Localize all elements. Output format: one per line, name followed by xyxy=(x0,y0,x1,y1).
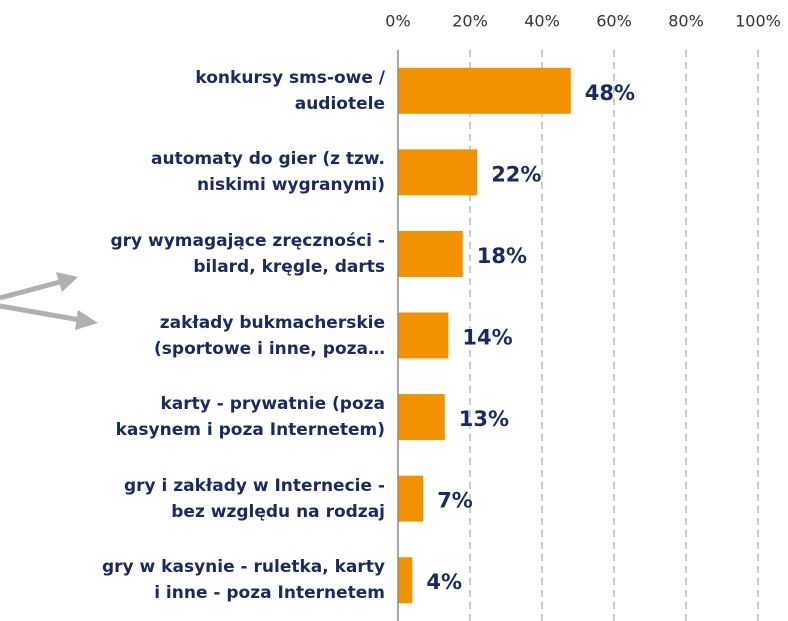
category-label: zakłady bukmacherskie (sportowe i inne, … xyxy=(154,312,385,359)
value-label: 48% xyxy=(585,81,635,105)
x-tick-label: 20% xyxy=(452,12,488,31)
bar xyxy=(398,312,449,359)
value-label: 14% xyxy=(462,326,512,350)
x-tick-label: 80% xyxy=(668,12,704,31)
value-label: 22% xyxy=(491,162,541,186)
arrow xyxy=(0,303,81,323)
x-tick-label: 60% xyxy=(596,12,632,31)
bar xyxy=(398,394,445,441)
x-tick-label: 100% xyxy=(735,12,781,31)
value-label: 4% xyxy=(426,570,462,594)
category-label: gry i zakłady w Internecie - bez względu… xyxy=(123,475,385,522)
bar xyxy=(398,149,478,196)
arrows xyxy=(0,272,98,330)
category-label: automaty do gier (z tzw. niskimi wygrany… xyxy=(151,149,385,196)
category-label: konkursy sms-owe / audiotele xyxy=(195,67,385,114)
value-label: 18% xyxy=(477,244,527,268)
arrow xyxy=(0,279,61,301)
arrow-head xyxy=(56,272,78,292)
category-label: gry wymagające zręczności - bilard, kręg… xyxy=(110,230,385,277)
x-tick-label: 0% xyxy=(385,12,410,31)
arrow-head xyxy=(75,310,98,330)
value-label: 7% xyxy=(437,489,473,513)
x-tick-label: 40% xyxy=(524,12,560,31)
bar xyxy=(398,67,571,114)
category-label: gry w kasynie - ruletka, karty i inne - … xyxy=(102,557,385,604)
bar xyxy=(398,557,413,604)
value-label: 13% xyxy=(459,407,509,431)
category-label: karty - prywatnie (poza kasynem i poza I… xyxy=(115,394,385,441)
bar xyxy=(398,230,463,277)
bar xyxy=(398,475,424,522)
